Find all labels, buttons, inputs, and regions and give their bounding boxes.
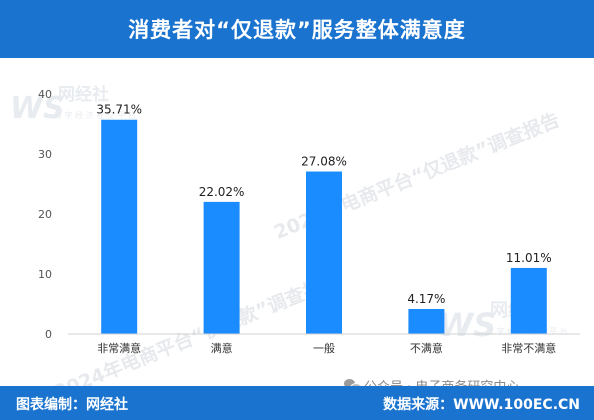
svg-text:WS: WS [10,91,65,126]
chart-title: 消费者对“仅退款”服务整体满意度 [128,18,466,42]
x-tick-label: 非常不满意 [501,341,556,355]
footer-bar: 图表编制：网经社 数据来源：WWW.100EC.CN [0,386,594,420]
watermark-logo-bottom: WS 网经社 数 字 经 济 社 交 平 台 [438,299,568,344]
bar [203,201,240,334]
bar [306,171,342,334]
x-axis: 非常满意 满意 一般 不满意 非常不满意 [68,333,580,355]
chart-editor: 图表编制：网经社 [16,397,128,413]
bar [510,267,547,334]
y-tick-label: 40 [38,88,52,101]
data-label: 11.01% [506,251,552,265]
y-axis: 0 10 20 30 40 [38,88,52,341]
x-tick-label: 非常满意 [97,341,141,355]
x-tick-label: 不满意 [410,341,443,355]
data-labels: 35.71% 22.02% 27.08% 4.17% 11.01% [96,103,551,306]
watermark-logo-top: WS 网经社 数 字 经 济 社 交 平 台 [10,84,136,126]
bar [408,308,445,334]
data-label: 27.08% [301,155,347,169]
bar-chart: WS 网经社 数 字 经 济 社 交 平 台 WS 网经社 数 字 经 济 社 … [10,84,580,404]
svg-text:WS: WS [438,306,496,344]
x-tick-label: 满意 [211,341,233,355]
watermark-logo-text: 网经社 [58,84,109,105]
data-label: 22.02% [199,185,245,199]
bar [101,119,138,334]
y-tick-label: 20 [38,208,52,221]
y-tick-label: 10 [38,268,52,281]
title-bar: 消费者对“仅退款”服务整体满意度 [0,0,594,58]
data-source: 数据来源：WWW.100EC.CN [383,397,580,413]
watermark-report-2: 2024年电商平台“仅退款”调查报告 [51,268,343,386]
y-tick-label: 30 [38,148,52,161]
data-label: 35.71% [96,103,142,117]
chart-area: WS 网经社 数 字 经 济 社 交 平 台 WS 网经社 数 字 经 济 社 … [0,58,594,404]
bars [101,119,547,334]
x-tick-label: 一般 [313,342,335,355]
y-tick-label: 0 [45,328,52,341]
data-label: 4.17% [407,292,445,306]
watermark-sub-text: 数 字 经 济 社 交 平 台 [54,110,136,120]
